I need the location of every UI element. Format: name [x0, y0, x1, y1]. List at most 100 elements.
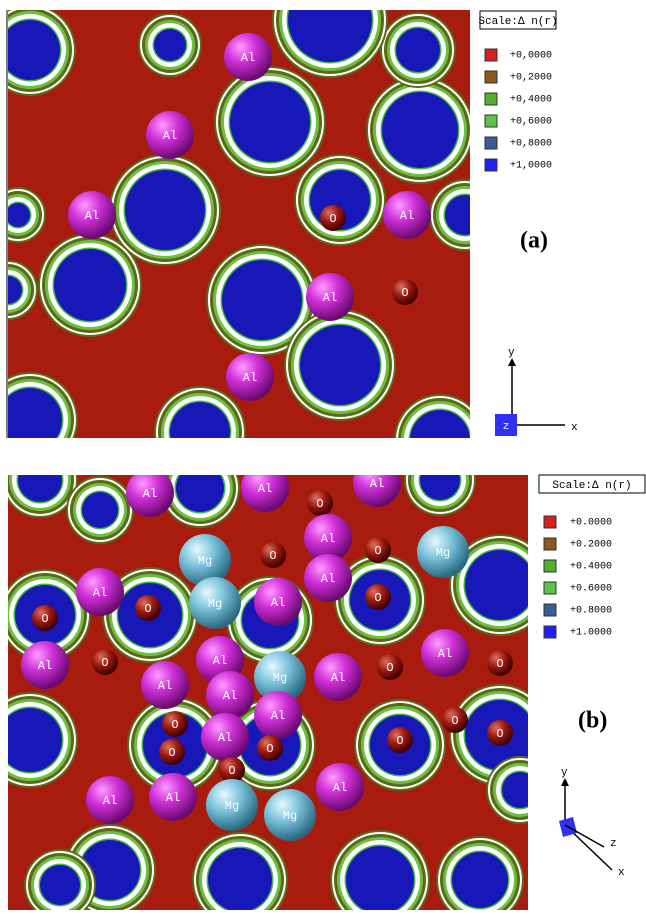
density-core	[6, 203, 30, 227]
atom-label: O	[316, 497, 323, 511]
density-map: AlAlAlOAlAlOAl	[0, 0, 501, 486]
axis-label: y	[561, 767, 568, 779]
legend-swatch	[485, 93, 497, 105]
legend-swatch	[544, 582, 556, 594]
atom-label: O	[396, 734, 403, 748]
atom-label: O	[266, 742, 273, 756]
density-core	[176, 464, 224, 512]
atom-label: Mg	[436, 546, 450, 560]
atom-label: Al	[321, 532, 335, 546]
density-core	[420, 460, 460, 500]
density-core	[230, 82, 310, 162]
atom-label: O	[386, 661, 393, 675]
atom-label: O	[374, 544, 381, 558]
axis-label: z	[503, 421, 510, 433]
atom-label: Al	[218, 731, 232, 745]
density-core	[40, 865, 80, 905]
atom-label: Al	[370, 477, 384, 491]
legend-swatch	[485, 71, 497, 83]
atom-label: O	[329, 212, 336, 226]
atom-label: Al	[143, 487, 157, 501]
density-core	[0, 708, 62, 772]
density-core	[125, 170, 205, 250]
density-core	[502, 772, 538, 808]
legend-label: +1,0000	[510, 161, 552, 172]
atom-label: Al	[241, 51, 255, 65]
legend-label: +0,2000	[510, 73, 552, 84]
axis-label: z	[610, 838, 617, 850]
density-core	[445, 195, 485, 235]
atom-label: O	[496, 727, 503, 741]
legend-swatch	[485, 137, 497, 149]
axis-arrow	[561, 778, 569, 786]
legend-swatch	[544, 538, 556, 550]
axis-label: y	[508, 347, 515, 359]
atom-label: Mg	[225, 799, 239, 813]
atom-label: O	[451, 714, 458, 728]
density-core	[222, 260, 302, 340]
atom-label: O	[168, 746, 175, 760]
legend-title: Scale:Δ n(r)	[552, 480, 631, 492]
legend-label: +0.8000	[570, 606, 612, 617]
density-core	[396, 28, 440, 72]
atom-label: Al	[323, 291, 337, 305]
density-core	[452, 852, 508, 908]
density-core	[0, 20, 60, 80]
atom-label: Mg	[273, 671, 287, 685]
atom-label: Mg	[208, 597, 222, 611]
density-core	[154, 29, 186, 61]
density-core	[54, 249, 126, 321]
atom-label: O	[228, 764, 235, 778]
legend-label: +0.2000	[570, 540, 612, 551]
legend-swatch	[544, 604, 556, 616]
atom-label: Al	[213, 654, 227, 668]
axis-label: x	[571, 422, 578, 434]
atom-label: O	[374, 591, 381, 605]
density-core	[208, 848, 272, 910]
legend-swatch	[544, 626, 556, 638]
atom-label: Al	[258, 482, 272, 496]
density-core	[18, 458, 62, 502]
density-core	[0, 388, 62, 452]
legend-label: +0,4000	[510, 95, 552, 106]
atom-label: Al	[163, 129, 177, 143]
legend-label: +0,6000	[510, 117, 552, 128]
atom-label: Al	[331, 671, 345, 685]
legend-label: +0,0000	[510, 51, 552, 62]
atom-label: O	[496, 657, 503, 671]
atom-label: O	[41, 612, 48, 626]
atom-label: Al	[38, 659, 52, 673]
axis-arrow	[508, 358, 516, 366]
atom-label: Mg	[198, 554, 212, 568]
atom-label: Al	[243, 371, 257, 385]
density-core	[465, 550, 535, 620]
panel-label: (b)	[578, 708, 607, 734]
atom-label: Al	[321, 572, 335, 586]
atom-label: Al	[93, 586, 107, 600]
density-core	[300, 325, 380, 405]
legend-swatch	[485, 49, 497, 61]
legend-swatch	[544, 516, 556, 528]
atom-label: O	[269, 549, 276, 563]
density-map: AlAlOAlAlOOMgMgAlOOMgAlAlOOAlAlAlAlMgAlO…	[0, 442, 554, 910]
density-core	[170, 402, 230, 462]
atom-label: Al	[85, 209, 99, 223]
legend-swatch	[485, 115, 497, 127]
atom-label: Al	[271, 709, 285, 723]
atom-label: Mg	[283, 809, 297, 823]
density-core	[382, 92, 458, 168]
atom-label: Al	[223, 689, 237, 703]
legend-label: +0,8000	[510, 139, 552, 150]
atom-label: Al	[166, 791, 180, 805]
axis-label: x	[618, 867, 625, 879]
atom-label: Al	[158, 679, 172, 693]
atom-label: Al	[271, 596, 285, 610]
legend-label: +0.6000	[570, 584, 612, 595]
atom-label: O	[171, 718, 178, 732]
legend-swatch	[485, 159, 497, 171]
atom-label: Al	[333, 781, 347, 795]
atom-label: Al	[103, 794, 117, 808]
atom-label: O	[401, 286, 408, 300]
atom-label: O	[144, 602, 151, 616]
density-core	[82, 492, 118, 528]
